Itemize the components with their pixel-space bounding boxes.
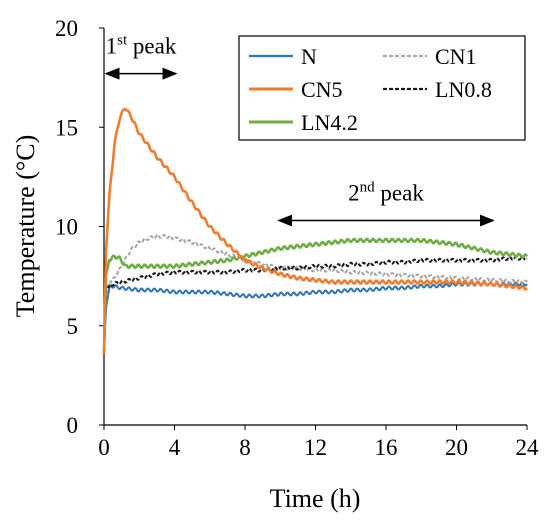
tick-labels: 0 4 8 12 16 20 24 0 5 10 15 20 (55, 16, 539, 460)
peak-label: 1st peak (106, 33, 177, 59)
y-tick-label: 10 (55, 215, 78, 240)
legend-label: LN0.8 (435, 77, 492, 102)
series-lines (102, 107, 529, 354)
x-tick-label: 4 (169, 435, 181, 460)
x-tick-label: 24 (516, 435, 540, 460)
y-tick-label: 0 (67, 413, 79, 438)
y-tick-label: 20 (55, 16, 78, 41)
x-tick-label: 0 (98, 435, 110, 460)
y-axis-label: Temperature (°C) (11, 135, 40, 318)
legend-label: LN4.2 (301, 110, 358, 135)
y-tick-label: 15 (55, 115, 78, 140)
series-line-cn5 (102, 107, 528, 354)
legend-label: CN1 (435, 44, 477, 69)
x-tick-label: 20 (445, 435, 468, 460)
peak-annotations: 1st peak 2nd peak (104, 33, 495, 227)
series-line-ln0-8 (103, 255, 528, 354)
x-tick-label: 12 (304, 435, 327, 460)
legend-label: N (301, 44, 317, 69)
legend: N CN1 CN5 LN0.8 LN4.2 (238, 35, 526, 141)
legend-label: CN5 (301, 77, 343, 102)
y-tick-label: 5 (67, 314, 79, 339)
peak-label: 2nd peak (348, 180, 424, 206)
series-line-ln4-2 (102, 237, 529, 354)
series-line-n (103, 281, 528, 354)
x-axis-label: Time (h) (270, 484, 361, 513)
x-tick-label: 8 (239, 435, 251, 460)
x-tick-label: 16 (375, 435, 398, 460)
